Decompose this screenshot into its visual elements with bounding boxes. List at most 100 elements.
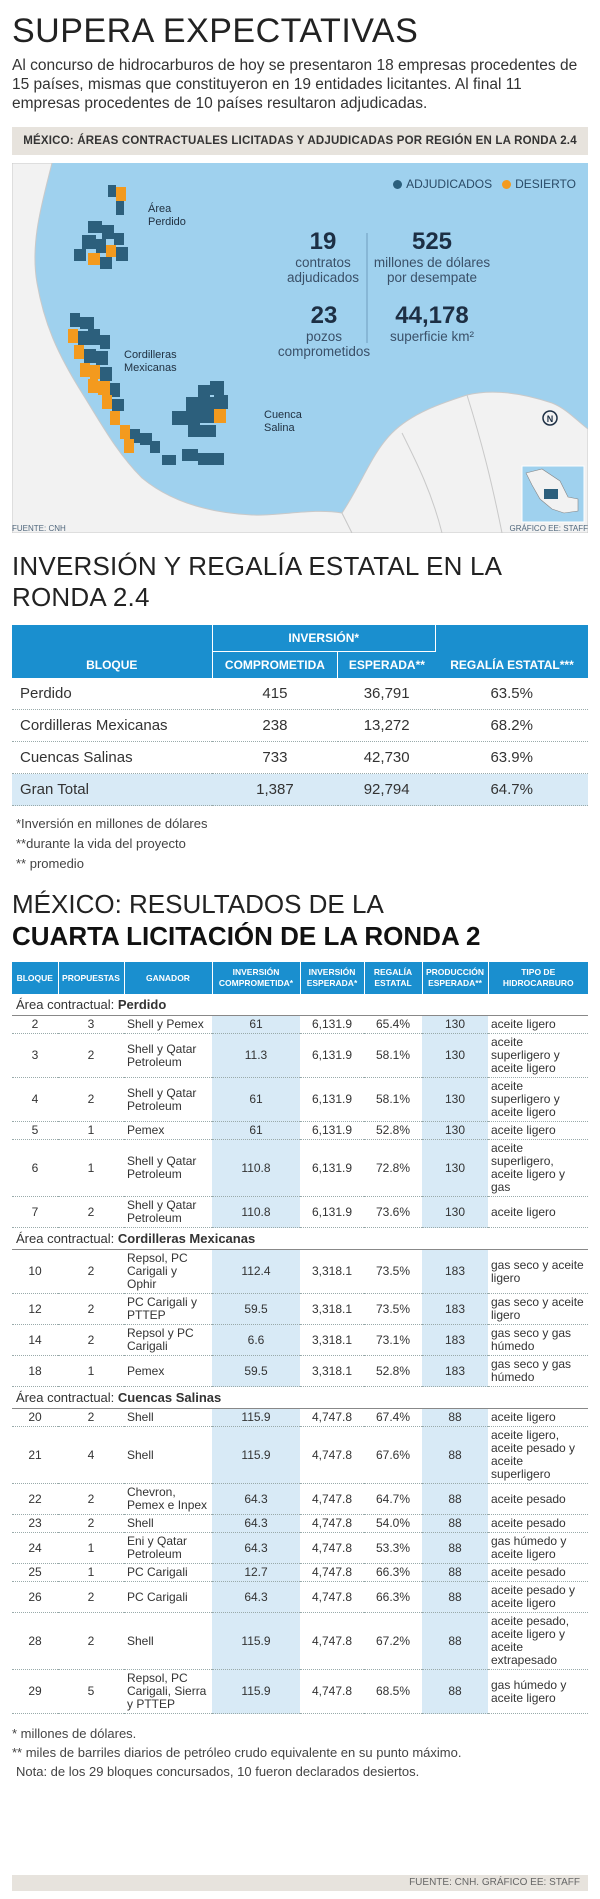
table-cell: 4,747.8 <box>300 1426 364 1484</box>
block-desierto <box>110 411 120 425</box>
legend-swatch-desierto <box>502 180 512 189</box>
table-cell: 73.6% <box>364 1196 422 1228</box>
table-cell: 24 <box>12 1532 58 1564</box>
table-row: Perdido 415 36,791 63.5% <box>12 678 588 710</box>
table-cell: 130 <box>422 1139 488 1197</box>
table-cell: 2 <box>58 1408 124 1427</box>
table-cell: 130 <box>422 1121 488 1140</box>
table-cell: 4,747.8 <box>300 1532 364 1564</box>
table-cell: 88 <box>422 1612 488 1670</box>
table-row: 24 1 Eni y Qatar Petroleum 64.3 4,747.8 53.3%… <box>12 1532 588 1564</box>
block-adjudicado <box>100 335 110 349</box>
state-border <box>401 432 443 533</box>
table-cell: 1 <box>58 1121 124 1140</box>
map-source-left: FUENTE: CNH <box>12 524 66 533</box>
table-cell: 115.9 <box>212 1612 300 1670</box>
col-header: PRODUCCIÓN ESPERADA** <box>422 962 489 994</box>
block-adjudicado <box>84 349 96 363</box>
table-cell: aceite ligero <box>488 1196 588 1228</box>
table-cell: Shell <box>124 1426 212 1484</box>
table-cell: 12.7 <box>212 1563 300 1582</box>
col-comprometida: COMPROMETIDA <box>212 651 339 678</box>
area-row: Área contractual: Cuencas Salinas <box>12 1386 588 1409</box>
table-cell: 115.9 <box>212 1669 300 1714</box>
table-cell: 12 <box>12 1293 58 1325</box>
table-cell: 58.1% <box>364 1077 422 1122</box>
block-adjudicado <box>172 411 186 425</box>
table-cell: 6,131.9 <box>300 1015 364 1034</box>
table-cell: 64.3 <box>212 1483 300 1515</box>
north-arrow-icon <box>542 410 558 426</box>
table-cell: 6,131.9 <box>300 1077 364 1122</box>
block-adjudicado <box>82 235 96 249</box>
investment-title: INVERSIÓN Y REGALÍA ESTATAL EN LA RONDA … <box>12 551 501 612</box>
block-adjudicado <box>198 385 210 397</box>
table-cell: 2 <box>58 1324 124 1356</box>
table-cell: aceite pesado <box>488 1514 588 1533</box>
table-cell: 1 <box>58 1532 124 1564</box>
table-cell: aceite ligero, aceite pesado y aceite su… <box>488 1426 588 1484</box>
block-adjudicado <box>110 383 120 397</box>
table-cell: aceite pesado, aceite ligero y aceite ex… <box>488 1612 588 1670</box>
table-cell: 2 <box>58 1483 124 1515</box>
mexico-inset-map-icon <box>521 465 585 523</box>
table-cell: PC Carigali <box>124 1581 212 1613</box>
table-cell: 112.4 <box>212 1249 300 1294</box>
table-cell: 115.9 <box>212 1426 300 1484</box>
block-adjudicado <box>186 411 200 425</box>
table-cell: Shell y Qatar Petroleum <box>124 1196 212 1228</box>
perdido-blocks <box>74 185 128 269</box>
table-cell: aceite ligero <box>488 1121 588 1140</box>
table-cell: 2 <box>58 1612 124 1670</box>
col-esperada: ESPERADA** <box>337 651 436 678</box>
table-cell: 6 <box>12 1139 58 1197</box>
table-cell: 58.1% <box>364 1033 422 1078</box>
col-inversion: INVERSIÓN* <box>212 625 436 652</box>
table-cell: gas húmedo y aceite ligero <box>488 1669 588 1714</box>
area-name: Cordilleras Mexicanas <box>117 1231 256 1246</box>
table-cell: 23 <box>12 1514 58 1533</box>
block-adjudicado <box>114 233 124 245</box>
table-row: 26 2 PC Carigali 64.3 4,747.8 66.3% 88 aceite p… <box>12 1581 588 1613</box>
state-border <box>466 394 503 533</box>
block-desierto <box>88 253 100 265</box>
table-cell: 88 <box>422 1426 488 1484</box>
table-row: 20 2 Shell 115.9 4,747.8 67.4% 88 aceite ligero <box>12 1408 588 1427</box>
table-cell: 6,131.9 <box>300 1196 364 1228</box>
region-label-cordilleras: Cordilleras Mexicanas <box>124 349 177 374</box>
col-bloque: BLOQUE <box>12 625 213 678</box>
table-cell: 88 <box>422 1563 488 1582</box>
block-adjudicado <box>88 221 102 233</box>
table-cell: 64.3 <box>212 1514 300 1533</box>
table-row: Cordilleras Mexicanas 238 13,272 68.2% <box>12 709 588 742</box>
block-adjudicado <box>202 425 216 437</box>
col-header: INVERSIÓN ESPERADA* <box>300 962 365 994</box>
table-cell: Repsol, PC Carigali, Sierra y PTTEP <box>124 1669 212 1714</box>
table-row: 25 1 PC Carigali 12.7 4,747.8 66.3% 88 aceite p… <box>12 1563 588 1582</box>
table-cell: 183 <box>422 1293 488 1325</box>
table-cell: 7 <box>12 1196 58 1228</box>
table-cell: 59.5 <box>212 1293 300 1325</box>
table-cell: 1 <box>58 1355 124 1387</box>
area-name: Cuencas Salinas <box>117 1390 222 1405</box>
table-cell: 183 <box>422 1249 488 1294</box>
table-row-total: Gran Total 1,387 92,794 64.7% <box>12 773 588 806</box>
table-cell: 25 <box>12 1563 58 1582</box>
table-cell: aceite pesado y aceite ligero <box>488 1581 588 1613</box>
table-cell: 66.3% <box>364 1581 422 1613</box>
table-cell: Pemex <box>124 1121 212 1140</box>
table-row: 22 2 Chevron, Pemex e Inpex 64.3 4,747.8 64.7… <box>12 1483 588 1515</box>
results-table: BLOQUE PROPUESTAS GANADOR INVERSIÓN COMP… <box>12 962 588 1714</box>
block-adjudicado <box>96 351 108 365</box>
table-cell: 4 <box>58 1426 124 1484</box>
col-header: BLOQUE <box>12 962 59 994</box>
col-regalia: REGALÍA ESTATAL*** <box>435 625 588 678</box>
block-adjudicado <box>198 453 212 465</box>
table-row: 3 2 Shell y Qatar Petroleum 11.3 6,131.9 58.1… <box>12 1033 588 1078</box>
table-cell: 4,747.8 <box>300 1612 364 1670</box>
table-cell: 64.3 <box>212 1581 300 1613</box>
table-cell: gas seco y gas húmedo <box>488 1324 588 1356</box>
table-cell: 3,318.1 <box>300 1249 364 1294</box>
table-row: 5 1 Pemex 61 6,131.9 52.8% 130 aceite ligero <box>12 1121 588 1140</box>
table-row: 23 2 Shell 64.3 4,747.8 54.0% 88 aceite pesado <box>12 1514 588 1533</box>
